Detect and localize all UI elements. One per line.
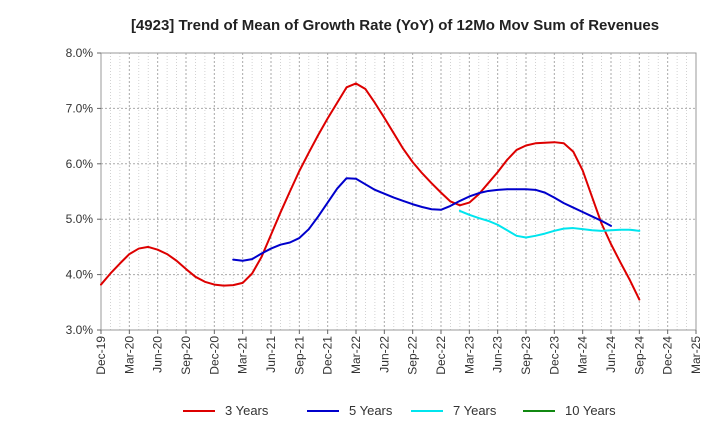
legend-item: 5 Years [307, 403, 393, 418]
x-tick-label: Jun-24 [604, 336, 618, 373]
x-tick-label: Mar-20 [122, 336, 136, 374]
series-lines [100, 82, 641, 301]
x-tick-label: Dec-23 [547, 336, 561, 375]
x-tick-label: Jun-23 [491, 336, 505, 373]
x-tick-label: Mar-21 [236, 336, 250, 374]
x-tick-label: Jun-20 [151, 336, 165, 373]
x-tick-label: Mar-24 [576, 336, 590, 374]
x-tick-label: Dec-20 [207, 336, 221, 375]
x-tick-label: Dec-22 [434, 336, 448, 375]
y-tick-label: 4.0% [66, 268, 94, 282]
series-line-3-years [100, 82, 641, 301]
y-tick-label: 3.0% [66, 323, 94, 337]
legend: 3 Years 5 Years 7 Years 10 Years [183, 403, 616, 418]
plot-area [100, 52, 697, 331]
x-tick-label: Sep-23 [519, 336, 533, 375]
y-tick-label: 5.0% [66, 212, 94, 226]
x-tick-label: Dec-19 [94, 336, 108, 375]
chart-title: [4923] Trend of Mean of Growth Rate (YoY… [131, 17, 659, 34]
x-tick-label: Mar-23 [462, 336, 476, 374]
y-axis: 3.0% 4.0% 5.0% 6.0% 7.0% 8.0% [66, 46, 101, 337]
legend-item: 7 Years [411, 403, 497, 418]
legend-label: 5 Years [349, 403, 393, 418]
x-tick-label: Mar-22 [349, 336, 363, 374]
y-tick-label: 8.0% [66, 46, 94, 60]
x-tick-label: Sep-24 [632, 336, 646, 375]
legend-item: 3 Years [183, 403, 269, 418]
gridlines [100, 52, 697, 331]
legend-label: 7 Years [453, 403, 497, 418]
x-tick-label: Sep-21 [292, 336, 306, 375]
y-tick-label: 7.0% [66, 101, 94, 115]
y-tick-label: 6.0% [66, 157, 94, 171]
x-tick-label: Dec-21 [321, 336, 335, 375]
series-line-7-years [458, 209, 641, 239]
x-tick-label: Sep-20 [179, 336, 193, 375]
legend-item: 10 Years [523, 403, 616, 418]
x-tick-label: Mar-25 [689, 336, 703, 374]
x-axis: Dec-19 Mar-20 Jun-20 Sep-20 Dec-20 Mar-21 Jun-… [94, 330, 703, 375]
legend-label: 3 Years [225, 403, 269, 418]
x-tick-label: Jun-21 [264, 336, 278, 373]
legend-label: 10 Years [565, 403, 616, 418]
x-tick-label: Sep-22 [406, 336, 420, 375]
x-tick-label: Jun-22 [377, 336, 391, 373]
x-tick-label: Dec-24 [661, 336, 675, 375]
series-line-5-years [232, 177, 612, 262]
